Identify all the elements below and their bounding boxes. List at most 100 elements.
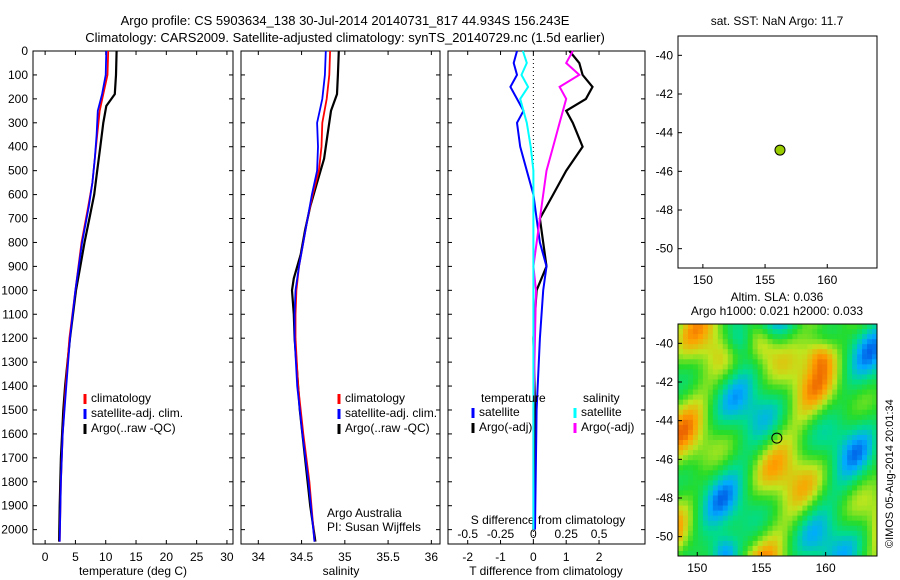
sla-heatmap-cell <box>767 515 773 522</box>
sla-heatmap-cell <box>787 409 793 416</box>
sla-heatmap-cell <box>702 485 709 491</box>
sla-heatmap-cell <box>837 455 843 461</box>
sla-heatmap-cell <box>717 470 724 476</box>
sla-heatmap-cell <box>697 329 704 335</box>
sla-heatmap-cell <box>832 460 838 466</box>
sla-heatmap-cell <box>682 490 689 496</box>
sla-heatmap-cell <box>807 515 813 522</box>
sla-heatmap-cell <box>692 460 699 466</box>
sla-heatmap-cell <box>762 364 768 370</box>
sla-heatmap-cell <box>857 445 863 451</box>
sla-heatmap-cell <box>862 520 868 527</box>
sla-heatmap-cell <box>787 520 793 527</box>
sla-heatmap-cell <box>827 359 833 365</box>
sla-heatmap-cell <box>702 364 709 370</box>
sla-heatmap-cell <box>682 525 689 532</box>
sla-heatmap-cell <box>807 329 813 335</box>
sla-heatmap-cell <box>747 344 754 350</box>
sla-heatmap-cell <box>712 374 719 380</box>
sla-heatmap-cell <box>767 510 773 517</box>
sla-heatmap-cell <box>852 429 858 436</box>
sla-heatmap-cell <box>797 535 803 542</box>
sla-heatmap-cell <box>712 450 719 456</box>
sla-heatmap-cell <box>722 530 729 537</box>
sla-heatmap-cell <box>842 429 848 436</box>
sla-heatmap-cell <box>702 465 709 471</box>
diff-legend-sal-title: salinity <box>583 391 620 405</box>
sla-heatmap-cell <box>722 470 729 476</box>
sla-heatmap-cell <box>857 429 863 436</box>
sla-heatmap-cell <box>837 445 843 451</box>
sla-heatmap-cell <box>712 465 719 471</box>
sla-heatmap-cell <box>767 465 773 471</box>
sal-xtick-label: 35.5 <box>376 550 400 564</box>
sla-heatmap-cell <box>862 384 868 390</box>
sla-heatmap-cell <box>722 384 729 390</box>
sla-heatmap-cell <box>747 399 754 406</box>
sla-heatmap-cell <box>717 515 724 522</box>
figure-title-line2: Climatology: CARS2009. Satellite-adjuste… <box>85 30 605 45</box>
sla-heatmap-cell <box>827 424 833 431</box>
sla-heatmap-cell <box>722 374 729 380</box>
sla-heatmap-cell <box>842 470 848 476</box>
sla-heatmap-cell <box>827 364 833 370</box>
sla-heatmap-cell <box>722 540 729 547</box>
sla-heatmap-cell <box>678 510 684 517</box>
sla-heatmap-cell <box>827 394 833 401</box>
sla-heatmap-cell <box>847 545 853 552</box>
sla-heatmap-cell <box>837 485 843 491</box>
sla-heatmap-cell <box>827 520 833 527</box>
sla-heatmap-cell <box>757 505 763 512</box>
sla-heatmap-cell <box>842 424 848 431</box>
sla-heatmap-cell <box>872 349 878 355</box>
sla-heatmap-cell <box>722 394 729 401</box>
sla-heatmap-cell <box>732 510 739 517</box>
sla-heatmap-cell <box>767 525 773 532</box>
sla-heatmap-cell <box>832 490 838 496</box>
sla-heatmap-cell <box>727 510 734 517</box>
sla-heatmap-cell <box>678 500 684 506</box>
sla-heatmap-cell <box>737 540 744 547</box>
sla-heatmap-cell <box>797 510 803 517</box>
sla-heatmap-cell <box>827 419 833 426</box>
sla-heatmap-cell <box>682 550 689 557</box>
sla-heatmap-cell <box>817 550 823 557</box>
sla-heatmap-cell <box>847 490 853 496</box>
sla-heatmap-cell <box>837 419 843 426</box>
sla-heatmap-cell <box>707 480 714 486</box>
sla-heatmap-cell <box>737 369 744 375</box>
sla-heatmap-cell <box>752 339 759 345</box>
sla-heatmap-cell <box>807 455 813 461</box>
sla-heatmap-cell <box>762 409 768 416</box>
sla-heatmap-cell <box>687 445 694 451</box>
sla-heatmap-cell <box>867 364 873 370</box>
sla-heatmap-cell <box>678 470 684 476</box>
sla-heatmap-cell <box>787 374 793 380</box>
sla-heatmap-cell <box>747 535 754 542</box>
sla-heatmap-cell <box>762 500 768 506</box>
sla-heatmap-cell <box>762 545 768 552</box>
sla-heatmap-cell <box>802 465 808 471</box>
sla-heatmap-cell <box>842 414 848 421</box>
sla-heatmap-cell <box>707 490 714 496</box>
sla-heatmap-cell <box>682 520 689 527</box>
sla-heatmap-cell <box>767 409 773 416</box>
sla-heatmap-cell <box>722 354 729 360</box>
sla-heatmap-cell <box>752 384 759 390</box>
sla-heatmap-cell <box>797 414 803 421</box>
sla-heatmap-cell <box>867 399 873 406</box>
sla-heatmap-cell <box>807 530 813 537</box>
sla-heatmap-cell <box>867 465 873 471</box>
sst-xtick-label: 160 <box>817 273 837 287</box>
sla-heatmap-cell <box>717 359 724 365</box>
sla-heatmap-cell <box>792 374 798 380</box>
sla-heatmap-cell <box>777 550 783 557</box>
sla-heatmap-cell <box>707 475 714 481</box>
sla-heatmap-cell <box>812 465 818 471</box>
sla-heatmap-cell <box>678 445 684 451</box>
sla-heatmap-cell <box>867 450 873 456</box>
sla-heatmap-cell <box>737 399 744 406</box>
sla-heatmap-cell <box>812 495 818 501</box>
temp-ytick-label: 300 <box>8 116 28 130</box>
sla-heatmap-cell <box>678 460 684 466</box>
